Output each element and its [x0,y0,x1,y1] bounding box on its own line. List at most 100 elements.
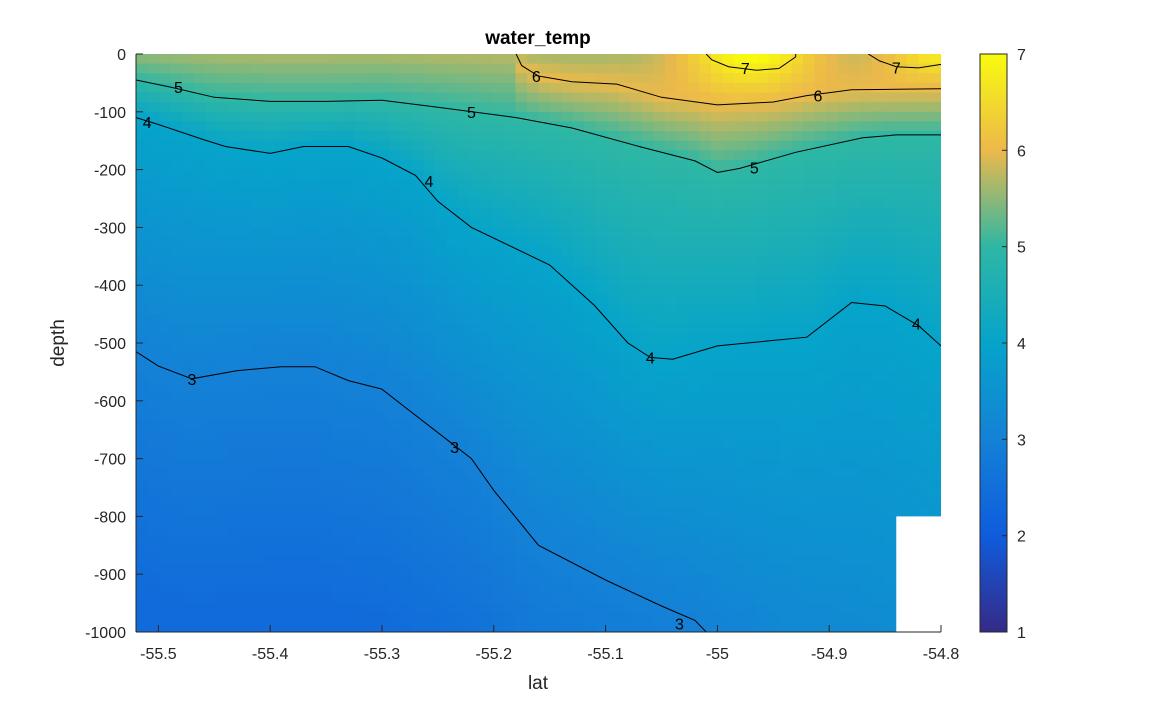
heatmap-cell [631,304,643,314]
heatmap-cell [803,170,815,180]
heatmap-cell [424,545,436,555]
heatmap-cell [194,391,206,401]
heatmap-cell [320,468,332,478]
heatmap-cell [401,227,413,237]
heatmap-cell [872,516,884,526]
heatmap-cell [815,488,827,498]
heatmap-cell [596,420,608,430]
heatmap-cell [746,131,758,141]
heatmap-cell [171,141,183,151]
heatmap-cell [332,622,344,632]
heatmap-cell [148,333,160,343]
heatmap-cell [389,410,401,420]
heatmap-cell [930,141,942,151]
heatmap-cell [769,314,781,324]
heatmap-cell [792,526,804,536]
heatmap-cell [734,391,746,401]
heatmap-cell [596,218,608,228]
heatmap-cell [619,622,631,632]
heatmap-cell [688,179,700,189]
heatmap-cell [481,237,493,247]
heatmap-cell [562,304,574,314]
heatmap-cell [343,401,355,411]
heatmap-cell [585,391,597,401]
heatmap-cell [918,93,930,103]
heatmap-cell [493,266,505,276]
heatmap-cell [240,150,252,160]
heatmap-cell [803,478,815,488]
heatmap-cell [136,468,148,478]
heatmap-cell [320,603,332,613]
heatmap-cell [884,266,896,276]
heatmap-cell [654,410,666,420]
heatmap-cell [861,507,873,517]
heatmap-cell [884,141,896,151]
heatmap-cell [217,237,229,247]
heatmap-cell [930,218,942,228]
heatmap-cell [711,565,723,575]
heatmap-cell [688,488,700,498]
heatmap-cell [435,584,447,594]
heatmap-cell [769,362,781,372]
heatmap-cell [205,343,217,353]
heatmap-cell [562,593,574,603]
heatmap-cell [412,121,424,131]
heatmap-cell [780,593,792,603]
heatmap-cell [930,410,942,420]
heatmap-cell [539,584,551,594]
heatmap-cell [251,478,263,488]
heatmap-cell [838,439,850,449]
heatmap-cell [470,218,482,228]
heatmap-cell [401,266,413,276]
heatmap-cell [608,372,620,382]
heatmap-cell [320,565,332,575]
heatmap-cell [631,73,643,83]
heatmap-cell [343,565,355,575]
heatmap-cell [872,112,884,122]
heatmap-cell [228,333,240,343]
heatmap-cell [619,247,631,257]
heatmap-cell [355,497,367,507]
heatmap-cell [792,439,804,449]
heatmap-cell [792,314,804,324]
heatmap-cell [918,150,930,160]
heatmap-cell [274,410,286,420]
heatmap-cell [412,439,424,449]
heatmap-cell [182,343,194,353]
heatmap-cell [424,439,436,449]
heatmap-cell [769,516,781,526]
heatmap-cell [757,613,769,623]
heatmap-cell [297,112,309,122]
heatmap-cell [838,574,850,584]
heatmap-cell [562,295,574,305]
heatmap-cell [596,536,608,546]
heatmap-cell [688,131,700,141]
heatmap-cell [217,603,229,613]
heatmap-cell [550,285,562,295]
heatmap-cell [723,488,735,498]
heatmap-cell [309,247,321,257]
heatmap-cell [746,478,758,488]
heatmap-cell [504,93,516,103]
heatmap-cell [895,449,907,459]
heatmap-cell [918,247,930,257]
heatmap-cell [458,478,470,488]
heatmap-cell [286,343,298,353]
heatmap-cell [217,276,229,286]
heatmap-cell [481,372,493,382]
heatmap-cell [401,247,413,257]
heatmap-cell [677,324,689,334]
heatmap-cell [780,584,792,594]
heatmap-cell [780,131,792,141]
heatmap-cell [493,574,505,584]
heatmap-cell [159,83,171,93]
heatmap-cell [194,160,206,170]
heatmap-cell [585,401,597,411]
heatmap-cell [849,574,861,584]
heatmap-cell [355,362,367,372]
heatmap-cell [274,507,286,517]
heatmap-cell [780,112,792,122]
heatmap-cell [355,478,367,488]
heatmap-cell [700,285,712,295]
heatmap-cell [366,353,378,363]
